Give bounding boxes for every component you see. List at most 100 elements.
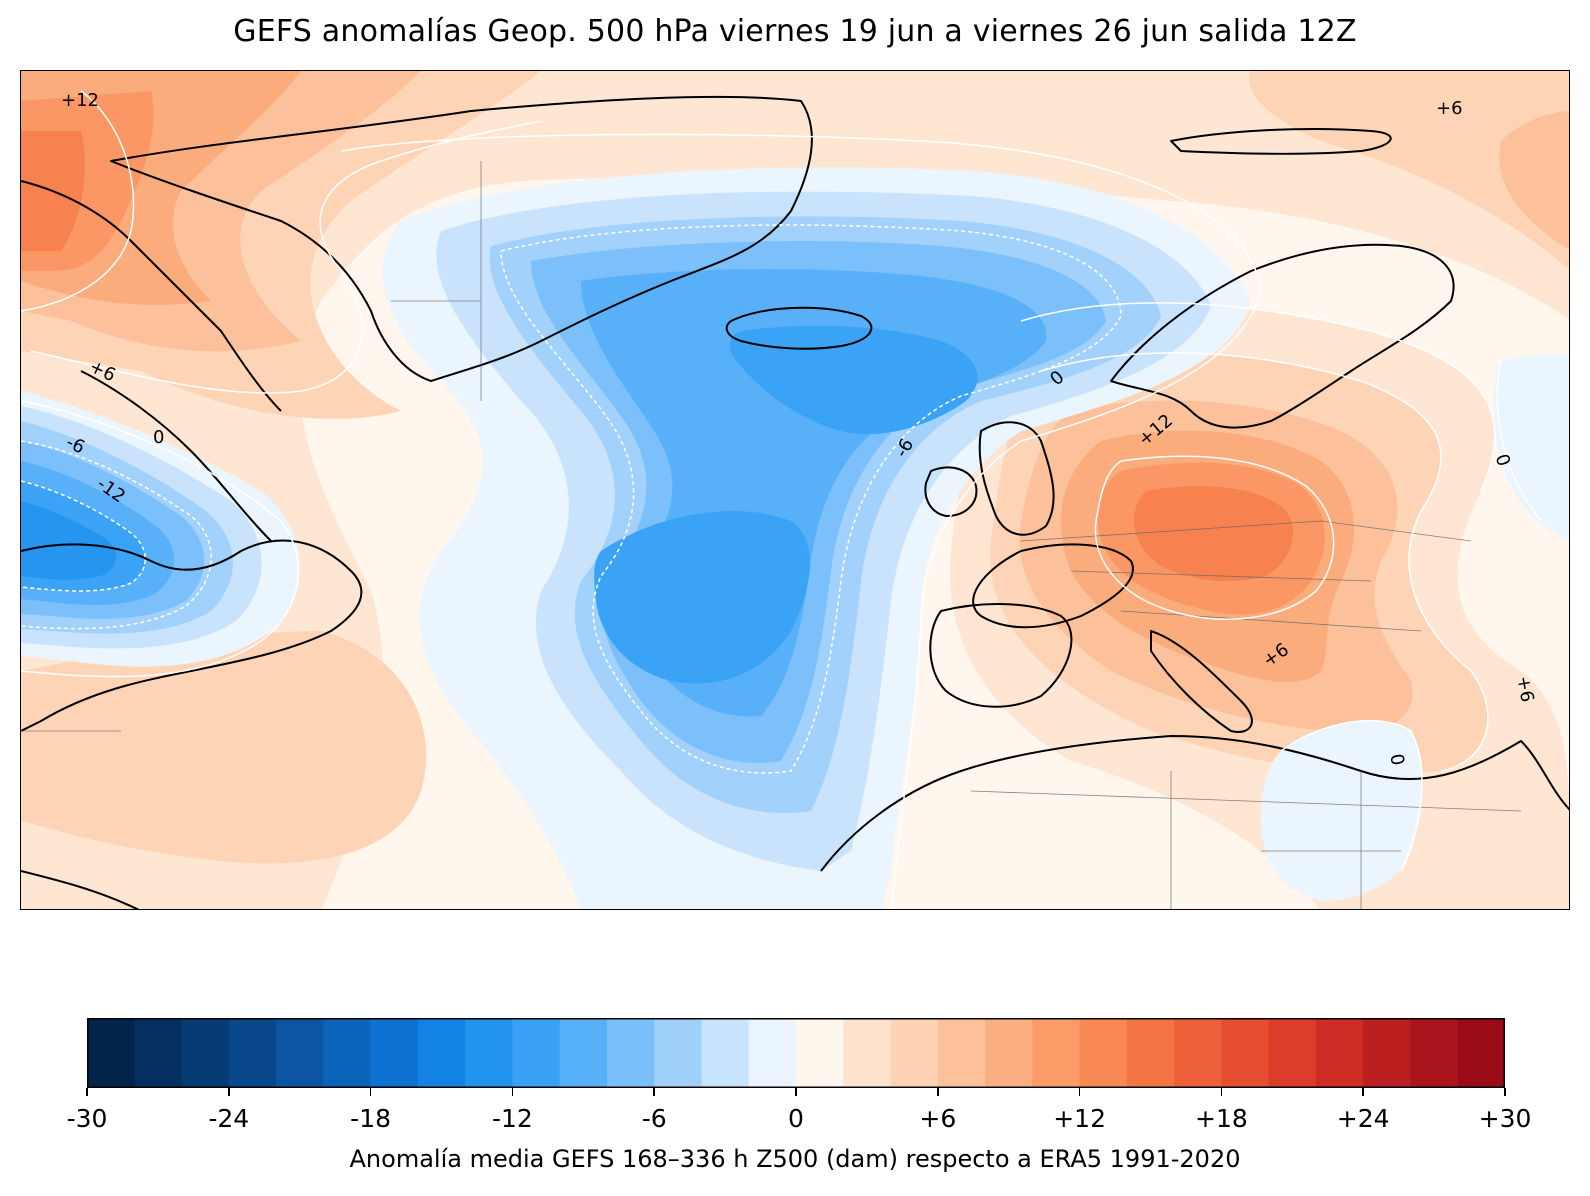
contour-plus6-europe	[1040, 352, 1489, 772]
colorbar-tick-label: +24	[1336, 1104, 1390, 1133]
coastline-britain	[978, 421, 1055, 536]
colorbar-tick-mark	[228, 1088, 230, 1096]
coastline-canada-arctic	[21, 180, 282, 412]
colorbar-swatch	[228, 1018, 277, 1088]
contour-minus6-atlantic	[500, 224, 1122, 774]
colorbar-tick-label: -30	[66, 1104, 108, 1133]
colorbar-swatch	[748, 1018, 797, 1088]
colorbar-swatch	[1079, 1018, 1128, 1088]
anomaly-field: +12 +6 +6 -6 0 -12 0 -6 +12 0 +6 +6 0	[21, 71, 1569, 909]
colorbar-swatch	[370, 1018, 419, 1088]
contour-zero-sahara	[1280, 719, 1423, 872]
contour-plus6-west	[30, 120, 542, 394]
field-neg12-atlantic	[729, 325, 978, 435]
colorbar-swatch	[1410, 1018, 1459, 1088]
coastline-greenland	[110, 95, 813, 382]
coastline-ireland	[924, 466, 978, 517]
colorbar-tick-mark	[795, 1088, 797, 1096]
colorbar-swatch	[1174, 1018, 1222, 1088]
coastline-iberia	[929, 603, 1073, 708]
coastline-europe-west	[972, 543, 1134, 629]
colorbar-swatch	[1032, 1018, 1081, 1088]
colorbar-swatch	[654, 1018, 703, 1088]
coastline-italy	[1150, 630, 1253, 733]
contour-minus12-west	[21, 480, 146, 592]
field-pos-ne2	[1499, 111, 1569, 250]
colorbar-tick-label: -24	[208, 1104, 250, 1133]
colorbar-swatch	[1457, 1018, 1505, 1088]
contour-zero-west	[21, 400, 300, 678]
colorbar-swatch	[1315, 1018, 1364, 1088]
contour-label: +12	[61, 90, 99, 111]
contour-label: +6	[1512, 674, 1537, 704]
field-pos12-europe	[1134, 486, 1294, 582]
colorbar-swatch	[134, 1018, 183, 1088]
colorbar-tick-label: +12	[1053, 1104, 1106, 1133]
field-neg12-atlantic-south	[594, 511, 810, 684]
contour-zero-europe	[1020, 302, 1496, 492]
field-neg14-west	[21, 501, 117, 580]
contour-label: +6	[1436, 98, 1463, 119]
colorbar	[87, 1018, 1505, 1088]
colorbar-swatch	[512, 1018, 561, 1088]
colorbar-tick-mark	[511, 1088, 514, 1096]
colorbar-tick-mark	[369, 1088, 372, 1096]
colorbar-swatch	[937, 1018, 986, 1088]
colorbar-tick-mark	[1078, 1088, 1081, 1096]
coastline-scandinavia	[1110, 243, 1455, 429]
anomaly-map: +12 +6 +6 -6 0 -12 0 -6 +12 0 +6 +6 0	[20, 70, 1570, 910]
coastline-north-africa	[820, 735, 1569, 872]
contour-minus6-west	[21, 440, 212, 630]
coastline-labrador	[80, 370, 272, 542]
coastlines	[21, 95, 1569, 909]
colorbar-swatch	[701, 1018, 750, 1088]
contour-label: 0	[1385, 752, 1408, 767]
coastline-svalbard	[1170, 128, 1392, 155]
contour-zero-east	[1496, 360, 1542, 522]
map-title: GEFS anomalías Geop. 500 hPa viernes 19 …	[233, 14, 1357, 49]
contour-plus12-europe	[1094, 455, 1335, 620]
colorbar-swatch	[796, 1018, 844, 1088]
colorbar-tick-label: -6	[641, 1104, 667, 1133]
field-pos4-west-south	[21, 631, 427, 864]
field-neg-east	[1493, 354, 1569, 541]
colorbar-swatch	[606, 1018, 655, 1088]
colorbar-tick-label: -12	[491, 1104, 533, 1133]
coastline-north-america	[21, 539, 363, 732]
colorbar-tick-mark	[937, 1088, 939, 1096]
contour-plus12-west	[21, 90, 135, 312]
colorbar-swatch	[87, 1018, 135, 1088]
colorbar-swatch	[276, 1018, 324, 1088]
colorbar-swatch	[181, 1018, 230, 1088]
colorbar-tick-mark	[1220, 1088, 1223, 1096]
field-neg-east-sahara	[1261, 720, 1423, 901]
contour-label: 0	[153, 427, 164, 448]
colorbar-tick-label: +18	[1195, 1104, 1248, 1133]
coastline-caribbean	[21, 870, 140, 909]
colorbar-swatches	[87, 1018, 1505, 1088]
borders	[21, 161, 1522, 909]
colorbar-swatch	[1126, 1018, 1175, 1088]
colorbar-tick-mark	[653, 1088, 655, 1096]
coastline-iceland	[725, 306, 873, 350]
colorbar-tick-label: -18	[350, 1104, 392, 1133]
colorbar-swatch	[323, 1018, 372, 1088]
colorbar-tick-label: 0	[788, 1104, 804, 1133]
colorbar-label: Anomalía media GEFS 168–336 h Z500 (dam)…	[349, 1145, 1241, 1173]
colorbar-tick-mark	[86, 1088, 88, 1096]
colorbar-swatch	[890, 1018, 939, 1088]
colorbar-swatch	[1268, 1018, 1317, 1088]
colorbar-swatch	[1221, 1018, 1270, 1088]
colorbar-swatch	[985, 1018, 1033, 1088]
contour-zero-atlantic	[340, 133, 1262, 909]
colorbar-swatch	[1363, 1018, 1412, 1088]
colorbar-swatch	[465, 1018, 513, 1088]
colorbar-tick-label: +30	[1478, 1104, 1532, 1133]
colorbar-tick-mark	[1362, 1088, 1364, 1096]
field-pos-ne	[1249, 71, 1569, 270]
colorbar-tick-mark	[1504, 1088, 1506, 1096]
colorbar-border	[87, 1018, 1505, 1088]
colorbar-swatch	[559, 1018, 608, 1088]
contours	[21, 90, 1542, 909]
colorbar-tick-label: +6	[919, 1104, 957, 1133]
